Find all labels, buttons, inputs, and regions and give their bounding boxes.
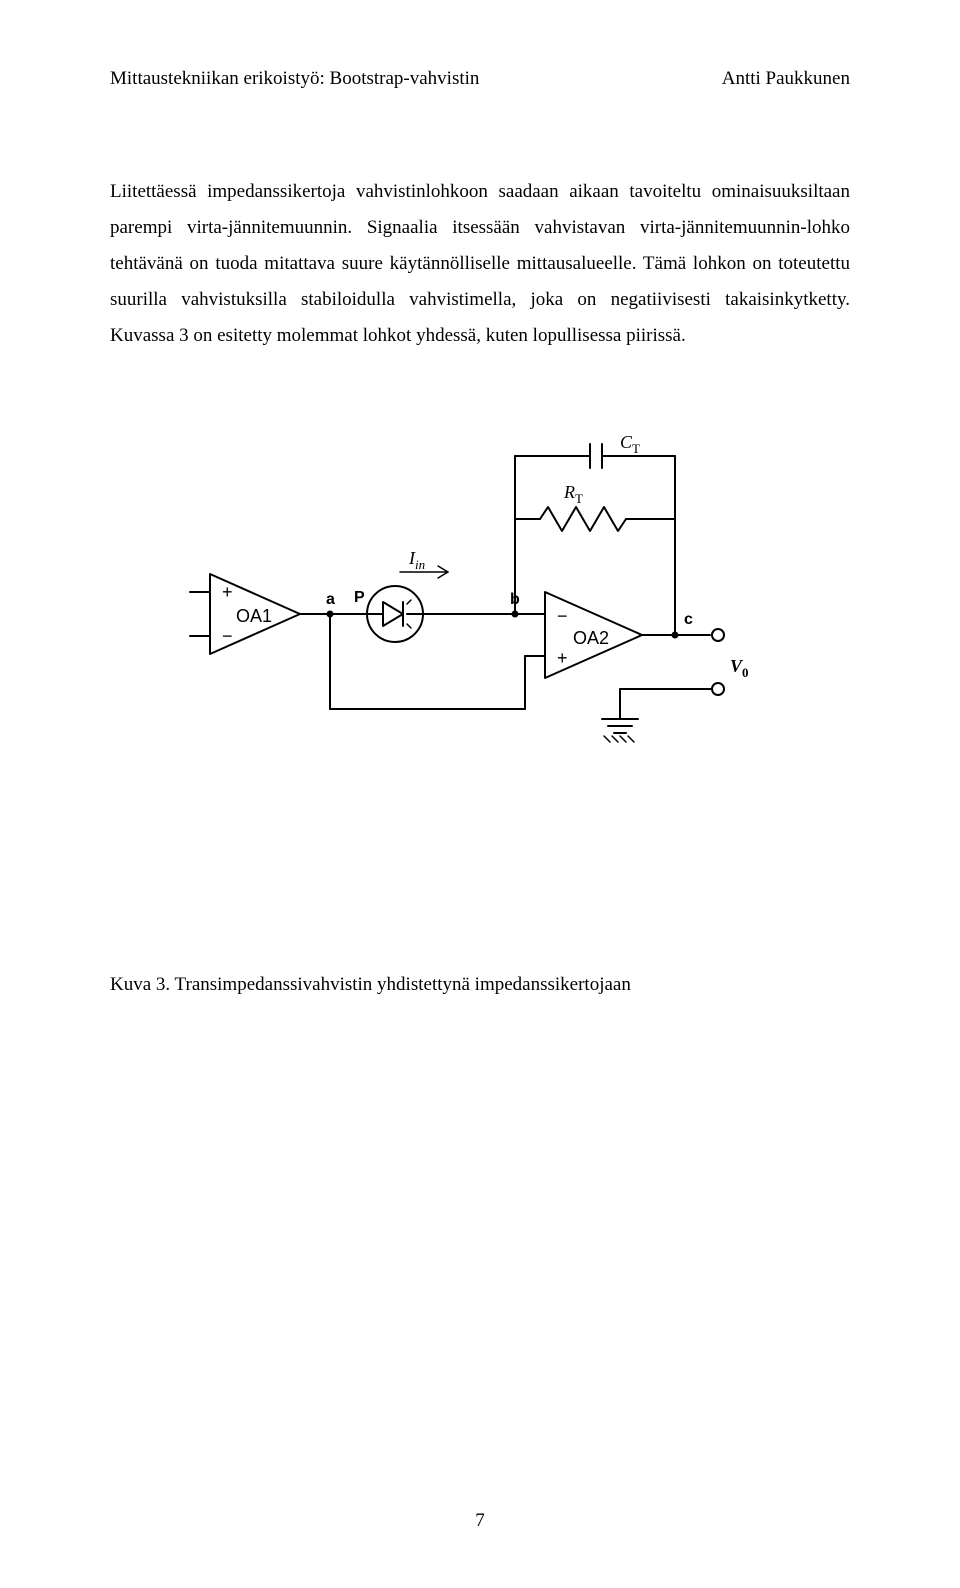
iin-sub: in bbox=[415, 557, 425, 572]
header-right: Antti Paukkunen bbox=[722, 68, 850, 90]
oa2-label: OA2 bbox=[573, 628, 609, 648]
rt-sub: T bbox=[575, 491, 583, 506]
svg-text:RT: RT bbox=[563, 482, 583, 506]
page: Mittaustekniikan erikoistyö: Bootstrap-v… bbox=[0, 0, 960, 1588]
svg-text:−: − bbox=[222, 626, 233, 646]
rt-main: R bbox=[563, 482, 575, 502]
p-label: P bbox=[354, 589, 365, 606]
ct-sub: T bbox=[632, 441, 640, 456]
svg-text:V0: V0 bbox=[730, 656, 749, 680]
node-c-label: c bbox=[684, 611, 693, 628]
circuit-svg: + − OA1 a P bbox=[170, 424, 790, 764]
header-left: Mittaustekniikan erikoistyö: Bootstrap-v… bbox=[110, 68, 479, 90]
figure-caption: Kuva 3. Transimpedanssivahvistin yhdiste… bbox=[110, 974, 850, 996]
svg-text:+: + bbox=[222, 582, 233, 602]
svg-text:−: − bbox=[557, 606, 568, 626]
oa1-label: OA1 bbox=[236, 606, 272, 626]
svg-text:CT: CT bbox=[620, 432, 640, 456]
page-number: 7 bbox=[0, 1510, 960, 1532]
circuit-figure: + − OA1 a P bbox=[170, 424, 790, 764]
v0-sub: 0 bbox=[742, 665, 749, 680]
svg-text:Iin: Iin bbox=[408, 548, 425, 572]
page-header: Mittaustekniikan erikoistyö: Bootstrap-v… bbox=[110, 68, 850, 90]
svg-text:+: + bbox=[557, 648, 568, 668]
body-paragraph: Liitettäessä impedanssikertoja vahvistin… bbox=[110, 174, 850, 354]
node-a-label: a bbox=[326, 591, 335, 608]
